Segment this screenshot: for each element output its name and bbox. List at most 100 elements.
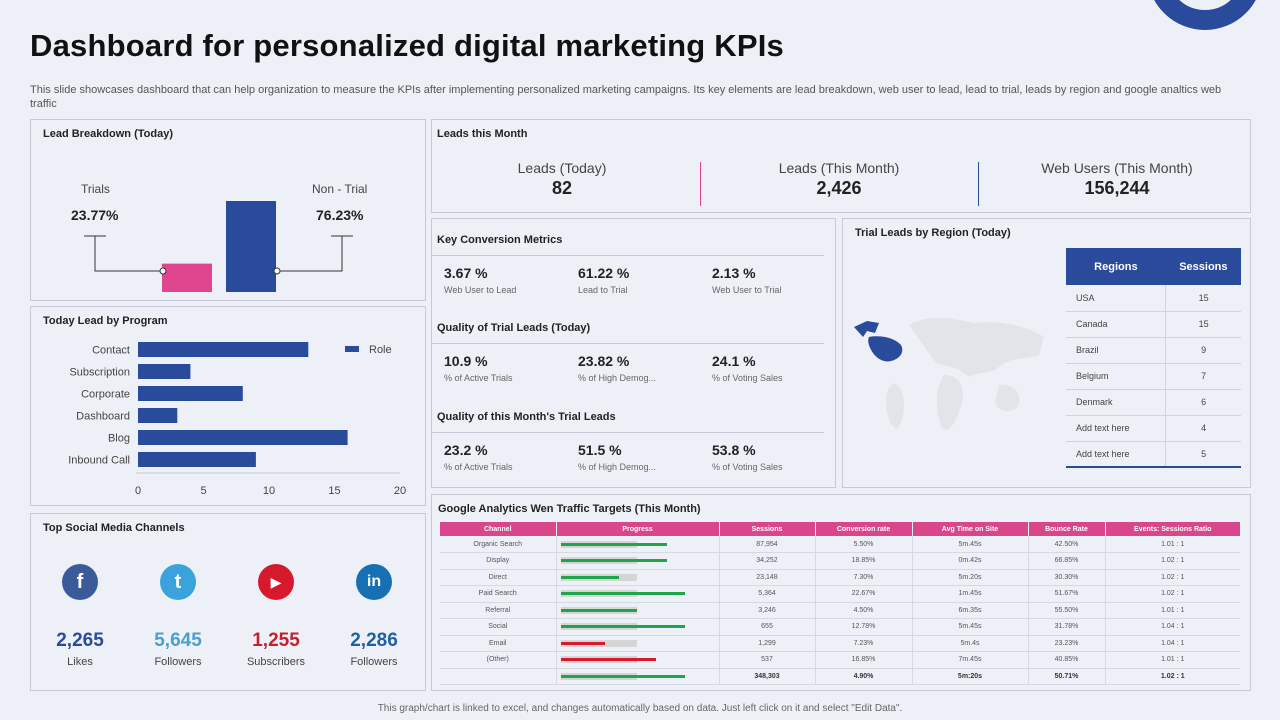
page-title: Dashboard for personalized digital marke… <box>30 28 784 63</box>
sessions-header: Sessions <box>1165 248 1241 285</box>
section-divider <box>432 255 824 256</box>
metric-value: 23.82 % <box>578 353 630 369</box>
non-trial-bar <box>226 201 276 292</box>
lead-by-program-panel: Today Lead by Program Contact Subscriptio… <box>30 306 426 506</box>
metric-value: 24.1 % <box>712 353 756 369</box>
trials-label: Trials <box>81 182 110 196</box>
trials-bar <box>162 263 212 292</box>
progress-bar <box>560 590 685 598</box>
metric-label: % of Voting Sales <box>712 462 783 472</box>
north-america-highlight <box>854 321 879 337</box>
lead-breakdown-panel: Lead Breakdown (Today) Trials 23.77% Non… <box>30 119 426 301</box>
linkedin-icon[interactable]: in <box>356 564 392 600</box>
progress-bar <box>560 573 681 581</box>
progress-bar <box>560 623 685 631</box>
social-value: 5,645 <box>154 630 202 651</box>
category-label: Blog <box>108 433 130 445</box>
lead-by-program-chart: Contact Subscription Corporate Dashboard Blo… <box>68 342 406 497</box>
program-bar <box>138 364 191 379</box>
footer-note: This graph/chart is linked to excel, and… <box>377 703 903 714</box>
table-row: Brazil 9 <box>1066 337 1241 364</box>
analytics-title: Google Analytics Wen Traffic Targets (Th… <box>438 503 701 515</box>
conversion-metric: 2.13 % Web User to Trial <box>712 265 842 295</box>
lead-breakdown-chart <box>84 201 353 292</box>
social-label: Followers <box>350 656 398 668</box>
metric-value: 53.8 % <box>712 442 756 458</box>
facebook-icon[interactable]: f <box>62 564 98 600</box>
regions-table: Regions Sessions USA 15 Canada 15 Brazil 9 Bel… <box>1066 248 1241 468</box>
table-row: Belgium 7 <box>1066 363 1241 390</box>
category-label: Subscription <box>69 367 130 379</box>
social-label: Followers <box>154 656 202 668</box>
analytics-header: Events: Sessions Ratio <box>1105 522 1240 536</box>
program-bar <box>138 452 256 467</box>
category-label: Inbound Call <box>68 455 130 467</box>
trials-connector <box>84 235 163 272</box>
table-row: (Other) 537 16.85% 7m.45s 40.85% 1.01 : 1 <box>440 651 1240 669</box>
non-trial-connector <box>277 235 353 272</box>
legend-swatch <box>345 346 359 352</box>
table-row: Add text here 5 <box>1066 441 1241 468</box>
regions-header: Regions <box>1066 248 1166 285</box>
youtube-icon[interactable]: ▶ <box>258 564 294 600</box>
category-label: Corporate <box>81 389 130 401</box>
metric-value: 10.9 % <box>444 353 488 369</box>
x-tick-label: 5 <box>200 485 206 497</box>
table-row: Paid Search 5,364 22.67% 1m.45s 51.67% 1.02 :… <box>440 585 1240 603</box>
table-row: Direct 23,148 7.30% 5m.20s 30.30% 1.02 : 1 <box>440 569 1240 586</box>
metric-value: 61.22 % <box>578 265 630 281</box>
progress-bar <box>560 656 681 664</box>
social-channel: f 2,265 Likes <box>31 564 129 668</box>
table-row: Email 1,299 7.23% 5m.4s 23.23% 1.04 : 1 <box>440 635 1240 652</box>
table-row: Denmark 6 <box>1066 389 1241 416</box>
conversion-section-title: Key Conversion Metrics <box>437 234 563 246</box>
non-trial-percent: 76.23% <box>316 207 364 223</box>
table-row: 348,303 4.90% 5m:20s 50.71% 1.02 : 1 <box>440 668 1240 685</box>
social-value: 2,265 <box>56 630 104 651</box>
kpi-separator <box>978 162 979 206</box>
conversion-metric: 51.5 % % of High Demog... <box>578 442 708 472</box>
table-row: Display 34,252 18.85% 0m.42s 66.85% 1.02 : 1 <box>440 552 1240 570</box>
program-bar <box>138 430 348 445</box>
progress-bar <box>560 540 681 548</box>
conversion-metric: 24.1 % % of Voting Sales <box>712 353 842 383</box>
kpi-leads-today: Leads (Today) 82 <box>517 160 607 198</box>
lead-breakdown-title: Lead Breakdown (Today) <box>43 128 173 140</box>
x-tick-label: 15 <box>328 485 340 497</box>
conversion-metric: 23.82 % % of High Demog... <box>578 353 708 383</box>
x-tick-label: 20 <box>394 485 406 497</box>
world-map <box>854 318 1044 430</box>
analytics-header: Avg Time on Site <box>912 522 1029 536</box>
x-tick-label: 0 <box>135 485 141 497</box>
program-bar <box>138 408 178 423</box>
analytics-header: Progress <box>556 522 720 536</box>
conversion-section-title: Quality of Trial Leads (Today) <box>437 322 591 334</box>
metric-value: 51.5 % <box>578 442 622 458</box>
trials-percent: 23.77% <box>71 207 119 223</box>
region-title: Trial Leads by Region (Today) <box>855 227 1011 239</box>
decorative-ring <box>1154 0 1256 30</box>
analytics-header: Conversion rate <box>815 522 913 536</box>
metric-value: 23.2 % <box>444 442 488 458</box>
metric-value: 2.13 % <box>712 265 756 281</box>
analytics-header: Bounce Rate <box>1028 522 1106 536</box>
analytics-header: Channel <box>440 522 557 536</box>
twitter-icon[interactable]: t <box>160 564 196 600</box>
table-row: USA 15 <box>1066 285 1241 312</box>
metric-value: 3.67 % <box>444 265 488 281</box>
conversion-metrics-panel: Key Conversion Metrics 3.67 % Web User to … <box>431 218 836 488</box>
conversion-metric: 3.67 % Web User to Lead <box>444 265 574 295</box>
table-row: Add text here 4 <box>1066 415 1241 442</box>
metric-label: Lead to Trial <box>578 285 628 295</box>
page-subtitle: This slide showcases dashboard that can … <box>30 84 1222 110</box>
metric-label: % of Active Trials <box>444 462 513 472</box>
analytics-header: Sessions <box>719 522 816 536</box>
region-panel: Trial Leads by Region (Today) Regions Se… <box>842 218 1251 488</box>
metric-label: % of Active Trials <box>444 373 513 383</box>
metric-label: Web User to Trial <box>712 285 782 295</box>
table-row: Organic Search 87,954 5.50% 5m.45s 42.50% 1.0… <box>440 536 1240 553</box>
leads-month-panel: Leads this Month Leads (Today) 82 Leads … <box>431 119 1251 213</box>
metric-label: % of High Demog... <box>578 373 657 383</box>
program-bar <box>138 386 243 401</box>
progress-bar <box>560 672 685 680</box>
